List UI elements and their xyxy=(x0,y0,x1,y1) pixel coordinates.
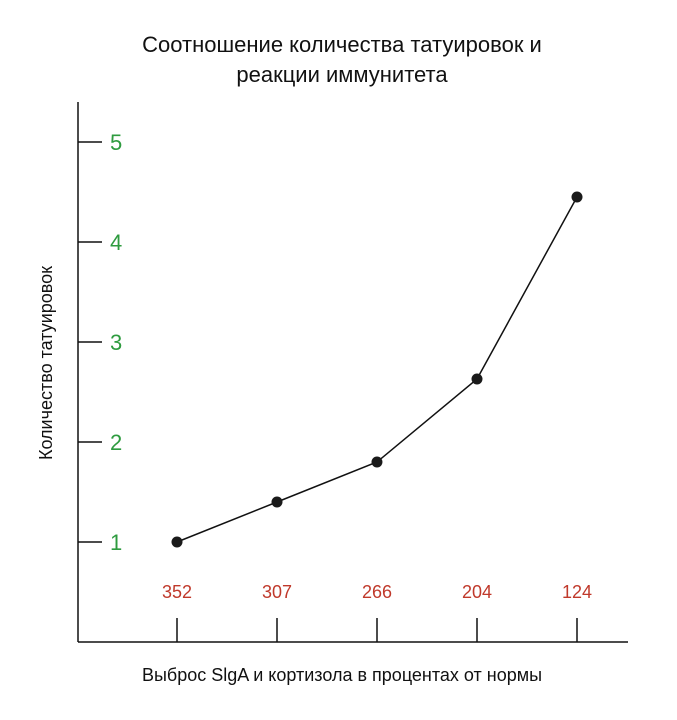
x-tick-label: 266 xyxy=(362,582,392,602)
y-tick-label: 5 xyxy=(110,130,122,155)
x-tick-label: 307 xyxy=(262,582,292,602)
y-tick-label: 2 xyxy=(110,430,122,455)
x-tick-label: 352 xyxy=(162,582,192,602)
y-ticks: 1 2 3 4 5 xyxy=(78,130,122,555)
x-tick-label: 204 xyxy=(462,582,492,602)
x-ticks: 352 307 266 204 124 xyxy=(162,582,592,642)
x-axis-label: Выброс SlgA и кортизола в процентах от н… xyxy=(142,665,542,685)
x-tick-label: 124 xyxy=(562,582,592,602)
data-point xyxy=(271,496,283,508)
series-line xyxy=(176,196,578,543)
series-layer xyxy=(171,191,583,548)
data-point xyxy=(171,536,183,548)
y-axis-label: Количество татуировок xyxy=(36,266,56,460)
chart-title-line-1: Соотношение количества татуировок и xyxy=(142,32,542,57)
chart-title-line-2: реакции иммунитета xyxy=(236,62,448,87)
y-tick-label: 1 xyxy=(110,530,122,555)
y-tick-label: 4 xyxy=(110,230,122,255)
data-point xyxy=(471,373,483,385)
data-point xyxy=(371,456,383,468)
y-tick-label: 3 xyxy=(110,330,122,355)
data-point xyxy=(571,191,583,203)
